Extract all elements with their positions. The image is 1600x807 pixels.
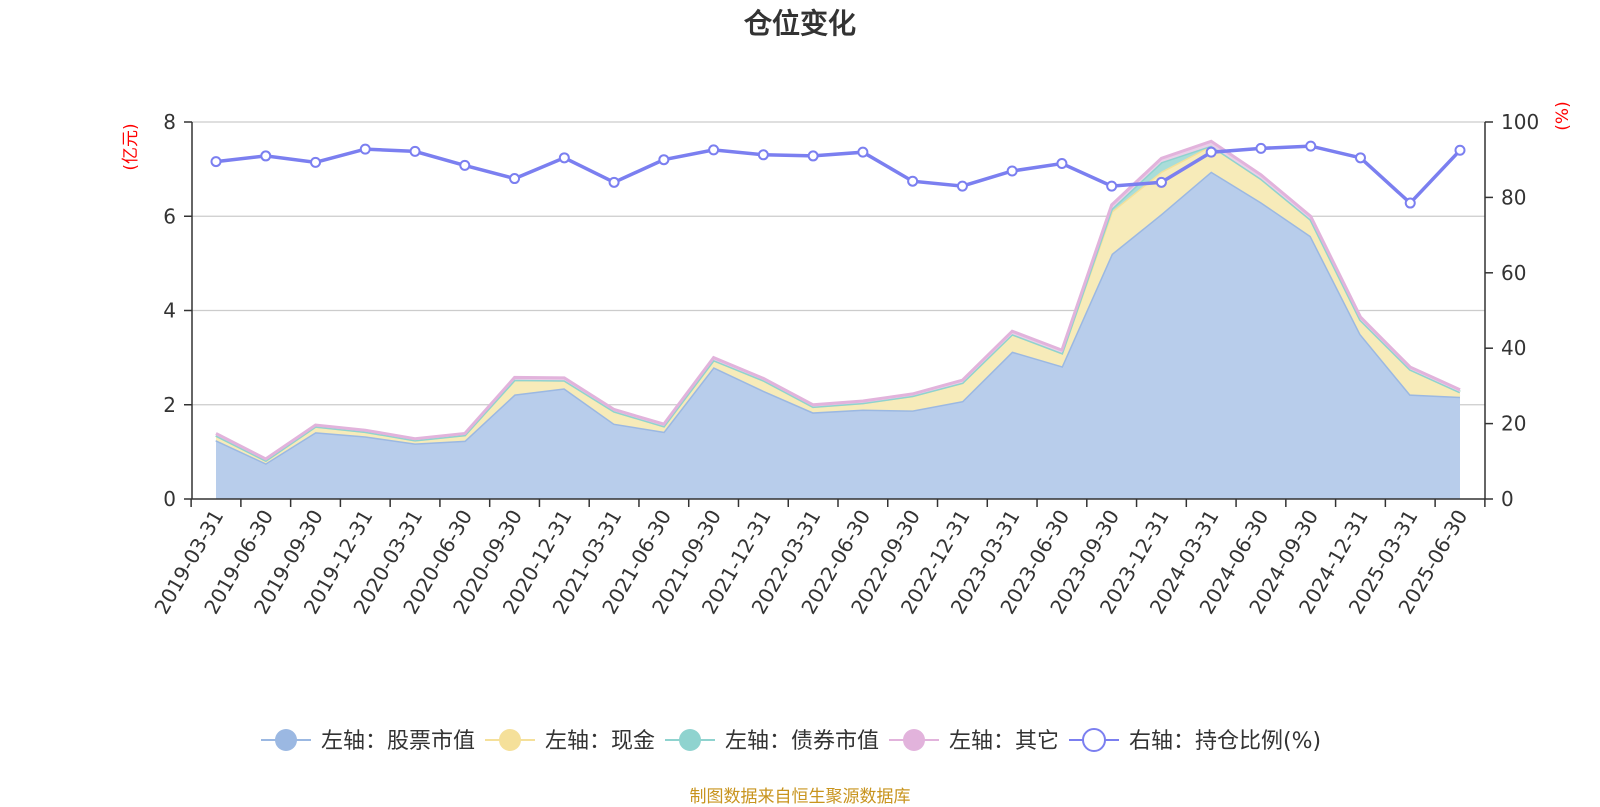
data-point <box>1006 165 1018 177</box>
data-point <box>658 154 670 166</box>
left-tick-label: 8 <box>163 110 176 134</box>
data-point <box>857 146 869 158</box>
data-point <box>1354 152 1366 164</box>
series-line <box>215 144 1462 206</box>
data-point <box>459 159 471 171</box>
data-point <box>956 180 968 192</box>
right-tick-label: 80 <box>1501 185 1526 209</box>
data-point <box>359 143 371 155</box>
left-tick-label: 4 <box>163 299 176 323</box>
legend-item: 左轴：其它 <box>889 729 1059 754</box>
legend-item: 右轴：持仓比例(%) <box>1069 728 1321 754</box>
data-point <box>509 173 521 185</box>
stacked-areas <box>215 139 1461 499</box>
data-point <box>1205 146 1217 158</box>
data-point <box>409 145 421 157</box>
right-axis-unit: (%) <box>1553 101 1573 130</box>
legend: 左轴：股票市值 左轴：现金 左轴：债券市值 左轴：其它 右轴：持仓比例(%) <box>261 728 1321 754</box>
data-point <box>1255 142 1267 154</box>
right-tick-label: 40 <box>1501 336 1526 360</box>
legend-item: 左轴：股票市值 <box>261 729 475 754</box>
legend-label: 左轴：股票市值 <box>321 729 475 754</box>
data-point <box>558 152 570 164</box>
legend-label: 左轴：债券市值 <box>725 729 879 754</box>
legend-marker <box>903 729 925 751</box>
data-point <box>757 149 769 161</box>
legend-marker <box>499 729 521 751</box>
legend-label: 右轴：持仓比例(%) <box>1129 729 1321 754</box>
right-tick-label: 100 <box>1501 110 1539 134</box>
legend-label: 左轴：现金 <box>545 729 655 754</box>
area-左轴：股票市值 <box>216 171 1460 499</box>
legend-marker <box>1082 728 1106 752</box>
data-point <box>1454 144 1466 156</box>
right-tick-label: 60 <box>1501 261 1526 285</box>
left-tick-label: 0 <box>163 487 176 511</box>
data-point <box>608 176 620 188</box>
ratio-line <box>210 140 1466 209</box>
legend-marker <box>679 729 701 751</box>
source-note: 制图数据来自恒生聚源数据库 <box>689 787 911 807</box>
data-point <box>1106 180 1118 192</box>
data-point <box>708 144 720 156</box>
data-point <box>807 150 819 162</box>
data-point <box>310 156 322 168</box>
chart-title: 仓位变化 <box>743 7 856 40</box>
left-tick-label: 2 <box>163 393 176 417</box>
right-tick-label: 20 <box>1501 412 1526 436</box>
legend-label: 左轴：其它 <box>949 729 1059 754</box>
area-左轴：现金 <box>216 145 1460 464</box>
left-tick-label: 6 <box>163 204 176 228</box>
data-point <box>907 175 919 187</box>
legend-item: 左轴：债券市值 <box>665 729 879 754</box>
legend-marker <box>275 729 297 751</box>
data-point <box>210 156 222 168</box>
data-point <box>1404 197 1416 209</box>
data-point <box>260 150 272 162</box>
data-point <box>1305 140 1317 152</box>
left-axis-unit: (亿元) <box>121 123 141 170</box>
area-edge-左轴：其它 <box>215 139 1461 461</box>
legend-item: 左轴：现金 <box>485 729 655 754</box>
data-point <box>1155 176 1167 188</box>
data-point <box>1056 157 1068 169</box>
right-tick-label: 0 <box>1501 487 1514 511</box>
